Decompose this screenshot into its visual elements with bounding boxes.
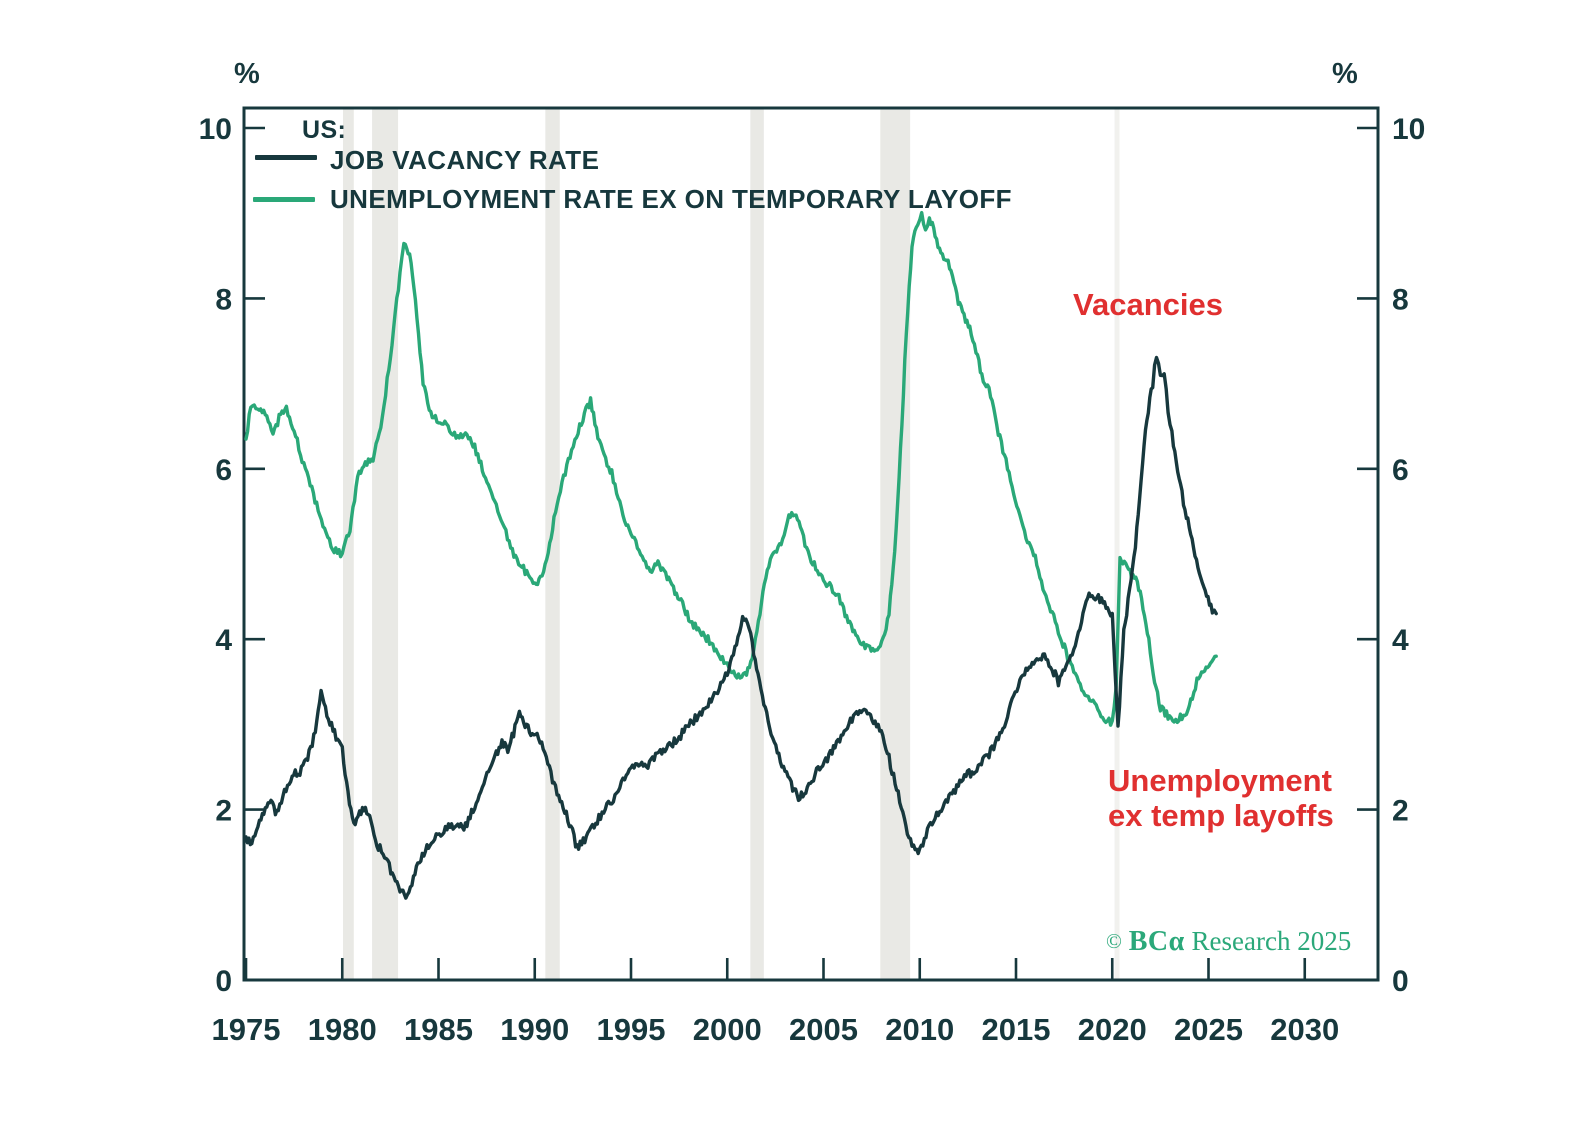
x-axis-tick-label: 2005 <box>789 1012 858 1047</box>
y-axis-tick-label-left: 6 <box>215 454 232 487</box>
annotation-unemployment-line1: Unemployment <box>1108 763 1332 798</box>
x-axis-tick-label: 2000 <box>693 1012 762 1047</box>
y-axis-unit-right: % <box>1332 58 1358 90</box>
recession-band <box>545 109 560 979</box>
x-axis-tick-label: 2010 <box>885 1012 954 1047</box>
legend-swatch-unemployment-rate <box>253 197 315 202</box>
x-axis-tick-label: 1975 <box>212 1012 281 1047</box>
x-axis-tick-label: 2030 <box>1270 1012 1339 1047</box>
y-axis-tick-label-right: 4 <box>1392 624 1409 657</box>
y-axis-tick-label-left: 0 <box>215 965 232 998</box>
plot-frame <box>242 106 1380 982</box>
y-axis-tick-label-right: 6 <box>1392 454 1409 487</box>
x-axis-tick-label: 2025 <box>1174 1012 1243 1047</box>
y-axis-unit-left: % <box>234 58 260 90</box>
x-axis-tick-label: 1985 <box>404 1012 473 1047</box>
x-axis-tick-label: 1980 <box>308 1012 377 1047</box>
recession-band <box>343 109 354 979</box>
legend-swatch-job-vacancy-rate <box>255 155 317 160</box>
legend-label-unemployment-rate: UNEMPLOYMENT RATE EX ON TEMPORARY LAYOFF <box>330 184 1012 214</box>
copyright-text: Research 2025 <box>1191 926 1352 956</box>
recession-band <box>372 109 399 979</box>
y-axis-tick-label-right: 10 <box>1392 113 1425 146</box>
recession-band <box>1114 109 1120 979</box>
y-axis-tick-label-left: 8 <box>215 283 232 316</box>
unemployment-rate-ex-temp-layoff-line <box>244 210 1218 727</box>
x-axis-tick-label: 1995 <box>597 1012 666 1047</box>
y-axis-tick-label-right: 0 <box>1392 965 1409 998</box>
y-axis-tick-label-right: 8 <box>1392 283 1409 316</box>
annotation-unemployment-line2: ex temp layoffs <box>1108 798 1334 833</box>
legend-group-label: US: <box>302 116 347 144</box>
y-axis-tick-label-left: 2 <box>215 795 232 828</box>
legend-label-job-vacancy-rate: JOB VACANCY RATE <box>330 145 600 175</box>
job-vacancy-rate-line <box>244 355 1218 900</box>
x-axis-tick-label: 2015 <box>982 1012 1051 1047</box>
annotation-unemployment-ex-temp-layoffs: Unemployment ex temp layoffs <box>1108 763 1334 833</box>
annotation-vacancies: Vacancies <box>1073 287 1223 322</box>
copyright-notice: © BCα Research 2025 <box>1106 926 1351 958</box>
copyright-brand: BCα <box>1128 926 1185 957</box>
recession-band <box>750 109 764 979</box>
y-axis-tick-label-left: 4 <box>215 624 232 657</box>
x-axis-tick-label: 1990 <box>500 1012 569 1047</box>
copyright-symbol: © <box>1106 929 1122 953</box>
x-axis-tick-label: 2020 <box>1078 1012 1147 1047</box>
y-axis-tick-label-right: 2 <box>1392 795 1409 828</box>
y-axis-tick-label-left: 10 <box>199 113 232 146</box>
